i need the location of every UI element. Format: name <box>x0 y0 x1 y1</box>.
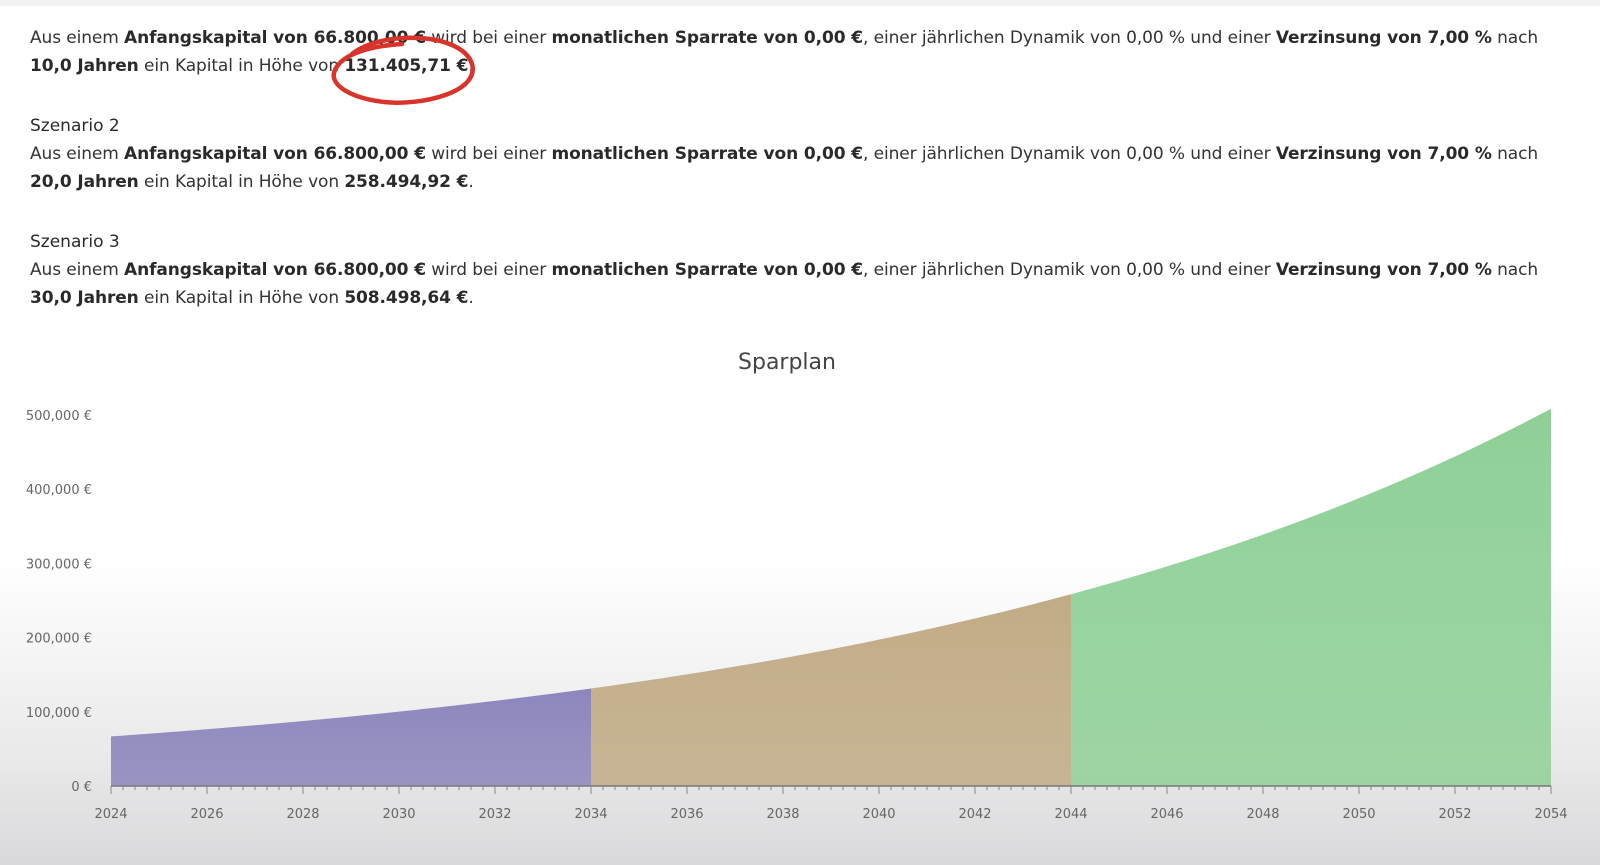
s2-duration: 20,0 Jahren <box>30 172 139 192</box>
sparplan-chart: Sparplan 0 € 100,000 € 200,000 € 300,000 € 4… <box>26 350 1568 822</box>
area-segment-1 <box>111 688 591 786</box>
s2-monthly-rate: monatlichen Sparrate von 0,00 € <box>551 144 864 164</box>
y-tick-label: 400,000 € <box>26 483 92 498</box>
s1-text-4: nach <box>1491 28 1539 48</box>
s3-start-capital: Anfangskapital von 66.800,00 € <box>124 260 426 280</box>
s2-result: 258.494,92 € <box>344 172 469 192</box>
x-tick-label: 2030 <box>382 807 415 822</box>
s1-text-2: wird bei einer <box>425 28 552 48</box>
scenario-2-text: Aus einem Anfangskapital von 66.800,00 €… <box>30 140 1570 196</box>
s3-text-1: Aus einem <box>30 260 125 280</box>
x-tick-label: 2038 <box>766 807 799 822</box>
s1-result: 131.405,71 € <box>344 56 469 76</box>
s1-interest: Verzinsung von 7,00 % <box>1275 28 1492 48</box>
s2-text-5: ein Kapital in Höhe von <box>138 172 345 192</box>
s3-text-4: nach <box>1491 260 1539 280</box>
scenario-3-text: Aus einem Anfangskapital von 66.800,00 €… <box>30 256 1570 312</box>
s3-text-6: . <box>468 288 474 308</box>
s3-duration: 30,0 Jahren <box>30 288 139 308</box>
s3-text-5: ein Kapital in Höhe von <box>138 288 345 308</box>
s2-text-4: nach <box>1491 144 1539 164</box>
x-tick-label: 2050 <box>1342 807 1375 822</box>
s3-result: 508.498,64 € <box>344 288 469 308</box>
s1-text-3: , einer jährlichen Dynamik von 0,00 % un… <box>863 28 1276 48</box>
scenario-texts: Aus einem Anfangskapital von 66.800,00 €… <box>30 24 1570 344</box>
s1-text-5: ein Kapital in Höhe von <box>138 56 345 76</box>
area-segment-2 <box>591 594 1071 786</box>
s3-text-3: , einer jährlichen Dynamik von 0,00 % un… <box>863 260 1276 280</box>
scenario-1-text: Aus einem Anfangskapital von 66.800,00 €… <box>30 24 1570 80</box>
x-tick-label: 2052 <box>1438 807 1471 822</box>
x-tick-label: 2032 <box>478 807 511 822</box>
x-tick-label: 2044 <box>1054 807 1087 822</box>
s3-monthly-rate: monatlichen Sparrate von 0,00 € <box>551 260 864 280</box>
s1-text-1: Aus einem <box>30 28 125 48</box>
y-tick-label: 300,000 € <box>26 557 92 572</box>
s2-text-1: Aus einem <box>30 144 125 164</box>
x-tick-label: 2042 <box>958 807 991 822</box>
s2-text-6: . <box>468 172 474 192</box>
chart-title: Sparplan <box>738 350 836 375</box>
scenario-2-title: Szenario 2 <box>30 116 120 136</box>
s1-monthly-rate: monatlichen Sparrate von 0,00 € <box>551 28 864 48</box>
scenario-3-title: Szenario 3 <box>30 232 120 252</box>
top-divider <box>0 0 1600 6</box>
x-tick-label: 2036 <box>670 807 703 822</box>
s2-interest: Verzinsung von 7,00 % <box>1275 144 1492 164</box>
y-tick-label: 200,000 € <box>26 632 92 647</box>
x-tick-label: 2028 <box>286 807 319 822</box>
s1-start-capital: Anfangskapital von 66.800,00 € <box>124 28 426 48</box>
y-axis: 0 € 100,000 € 200,000 € 300,000 € 400,000 € 5… <box>26 409 92 795</box>
s1-duration: 10,0 Jahren <box>30 56 139 76</box>
x-tick-label: 2048 <box>1246 807 1279 822</box>
scenario-1-block: Aus einem Anfangskapital von 66.800,00 €… <box>30 24 1570 105</box>
s2-start-capital: Anfangskapital von 66.800,00 € <box>124 144 426 164</box>
area-segment-3 <box>1071 408 1551 786</box>
x-tick-label: 2026 <box>190 807 223 822</box>
x-tick-label: 2024 <box>94 807 127 822</box>
y-tick-label: 100,000 € <box>26 706 92 721</box>
x-tick-label: 2034 <box>574 807 607 822</box>
y-tick-label: 0 € <box>71 780 92 795</box>
area-series-group <box>111 408 1551 786</box>
s3-interest: Verzinsung von 7,00 % <box>1275 260 1492 280</box>
x-tick-label: 2046 <box>1150 807 1183 822</box>
s2-text-3: , einer jährlichen Dynamik von 0,00 % un… <box>863 144 1276 164</box>
x-axis: 2024 2026 2028 2030 2032 2034 2036 2038 2040 2042… <box>94 785 1568 822</box>
y-tick-label: 500,000 € <box>26 409 92 424</box>
s2-text-2: wird bei einer <box>425 144 552 164</box>
scenario-2-block: Szenario 2 Aus einem Anfangskapital von … <box>30 112 1570 196</box>
s1-text-6: . <box>468 56 474 76</box>
x-tick-label: 2040 <box>862 807 895 822</box>
s3-text-2: wird bei einer <box>425 260 552 280</box>
scenario-3-block: Szenario 3 Aus einem Anfangskapital von … <box>30 228 1570 312</box>
x-tick-label: 2054 <box>1534 807 1567 822</box>
